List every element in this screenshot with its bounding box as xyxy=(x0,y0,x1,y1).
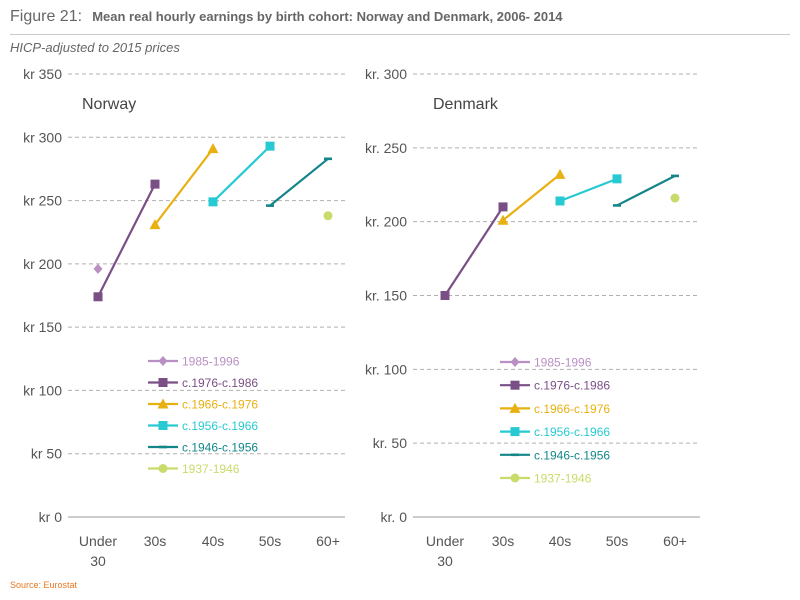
legend-marker xyxy=(158,356,168,366)
series-line xyxy=(154,148,214,226)
legend-marker xyxy=(159,445,167,449)
data-point xyxy=(265,141,275,151)
x-tick-label: 50s xyxy=(259,533,282,549)
data-point xyxy=(670,193,680,203)
series-line xyxy=(444,206,504,297)
series-line xyxy=(212,145,271,203)
y-tick-label: kr 150 xyxy=(23,319,62,335)
series-line xyxy=(269,157,329,207)
chart-panel-denmark: kr. 0 kr. 50 kr. 100 kr. 150 kr. 200 kr. 250 k… xyxy=(365,66,700,569)
figure-header: Figure 21: Mean real hourly earnings by … xyxy=(10,8,790,26)
header-divider xyxy=(10,34,790,35)
data-point xyxy=(323,211,333,221)
x-tick-label: 50s xyxy=(606,533,629,549)
data-point xyxy=(671,174,679,178)
legend-marker xyxy=(158,421,168,430)
legend-marker xyxy=(511,453,519,457)
legend-label: c.1966-c.1976 xyxy=(182,398,258,412)
series-line xyxy=(616,174,676,207)
chart-title: Mean real hourly earnings by birth cohor… xyxy=(92,9,563,24)
data-point xyxy=(93,263,103,274)
chart-subtitle: HICP-adjusted to 2015 prices xyxy=(10,40,180,55)
series-line xyxy=(97,183,156,298)
data-point xyxy=(613,204,621,207)
y-tick-label: kr. 100 xyxy=(365,361,407,377)
source-note: Source: Eurostat xyxy=(10,580,78,590)
legend-marker xyxy=(509,402,521,413)
data-point xyxy=(150,179,160,189)
y-tick-label: kr. 300 xyxy=(365,66,407,82)
data-point xyxy=(207,143,219,154)
legend-marker xyxy=(510,427,520,437)
y-tick-label: kr 300 xyxy=(23,129,62,145)
data-point xyxy=(497,214,509,225)
figure-label: Figure 21: xyxy=(10,8,83,25)
legend-marker xyxy=(510,357,520,367)
panel-title: Denmark xyxy=(433,96,499,113)
y-tick-label: kr 200 xyxy=(23,256,62,272)
x-tick-label: 30s xyxy=(144,533,167,549)
legend-marker xyxy=(158,378,168,387)
y-tick-label: kr. 0 xyxy=(381,509,408,525)
x-tick-label: 60+ xyxy=(316,533,340,549)
data-point xyxy=(266,204,274,207)
chart-panel-norway: kr 0 kr 50 kr 100 kr 150 kr 200 kr 250 kr 300 k… xyxy=(23,66,345,569)
x-tick-label: 60+ xyxy=(663,533,687,549)
x-tick-label: 30s xyxy=(492,533,515,549)
y-tick-label: kr. 50 xyxy=(373,435,407,451)
data-point xyxy=(554,168,566,179)
x-tick-label: 40s xyxy=(549,533,572,549)
legend-marker xyxy=(157,398,169,409)
y-tick-label: kr. 150 xyxy=(365,288,407,304)
panel-title: Norway xyxy=(82,96,136,113)
data-point xyxy=(555,196,565,206)
data-point xyxy=(149,219,161,230)
data-point xyxy=(93,292,103,302)
x-tick-label: Under xyxy=(426,533,464,549)
x-tick-label: 40s xyxy=(202,533,225,549)
data-point xyxy=(440,291,450,300)
data-point xyxy=(208,197,218,207)
series-line xyxy=(559,177,618,203)
legend-label: c.1976-c.1986 xyxy=(182,376,258,390)
series-line xyxy=(502,173,561,222)
legend-label: c.1976-c.1986 xyxy=(534,379,610,393)
legend-marker xyxy=(510,473,520,483)
data-point xyxy=(498,202,508,212)
x-tick-label: 30 xyxy=(90,553,106,569)
y-tick-label: kr 350 xyxy=(23,66,62,82)
y-tick-label: kr 50 xyxy=(31,446,62,462)
legend-label: 1937-1946 xyxy=(182,462,240,476)
legend-label: c.1946-c.1956 xyxy=(182,441,258,455)
y-tick-label: kr 100 xyxy=(23,382,62,398)
legend-label: c.1956-c.1966 xyxy=(534,425,610,439)
legend-label: c.1946-c.1956 xyxy=(534,448,610,462)
y-tick-label: kr. 200 xyxy=(365,214,407,230)
legend-label: c.1966-c.1976 xyxy=(534,402,610,416)
y-tick-label: kr 0 xyxy=(39,509,63,525)
x-tick-label: 30 xyxy=(437,553,453,569)
legend-label: 1985-1996 xyxy=(534,356,592,370)
y-tick-label: kr. 250 xyxy=(365,140,407,156)
legend-label: c.1956-c.1966 xyxy=(182,419,258,433)
data-point xyxy=(324,157,332,161)
legend-label: 1937-1946 xyxy=(534,472,592,486)
data-point xyxy=(612,174,622,184)
x-tick-label: Under xyxy=(79,533,117,549)
legend-marker xyxy=(158,464,168,473)
legend-label: 1985-1996 xyxy=(182,355,240,369)
legend-marker xyxy=(510,380,520,390)
y-tick-label: kr 250 xyxy=(23,193,62,209)
